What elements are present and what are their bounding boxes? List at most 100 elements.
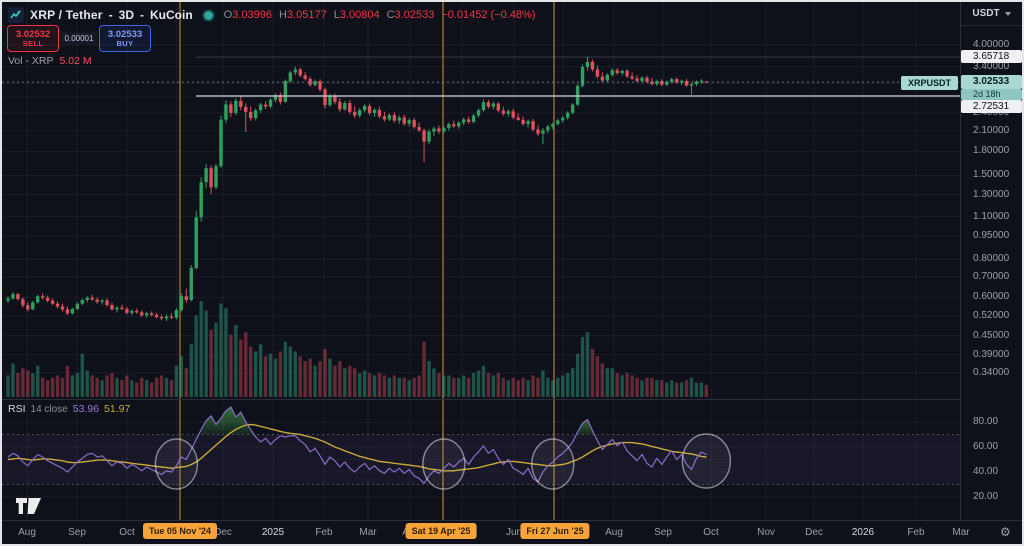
market-status-icon[interactable] bbox=[201, 8, 215, 22]
price-tick-label: 0.45000 bbox=[973, 329, 1010, 341]
event-date-marker[interactable]: Tue 05 Nov '24 bbox=[143, 523, 217, 539]
ellipse-annotation[interactable] bbox=[681, 433, 732, 489]
price-tick-label: 1.80000 bbox=[973, 145, 1010, 157]
volume-bar bbox=[521, 377, 525, 397]
volume-bar bbox=[427, 361, 431, 397]
volume-bar bbox=[565, 373, 570, 397]
rsi-tick-label: 20.00 bbox=[973, 491, 999, 502]
volume-bar bbox=[640, 380, 644, 397]
volume-bar bbox=[313, 365, 317, 397]
volume-bar bbox=[263, 356, 268, 397]
price-tick-label: 0.80000 bbox=[973, 253, 1010, 265]
time-month-label: Oct bbox=[703, 527, 719, 538]
volume-bar bbox=[471, 373, 476, 397]
time-year-label: 2025 bbox=[261, 527, 285, 538]
volume-bar bbox=[328, 358, 332, 397]
volume-bar bbox=[348, 365, 352, 397]
candle-body bbox=[60, 306, 65, 310]
volume-bar bbox=[511, 377, 515, 397]
candle-body bbox=[699, 80, 704, 82]
rsi-tick-label: 80.00 bbox=[973, 416, 999, 427]
volume-bar bbox=[125, 375, 129, 397]
gear-icon[interactable]: ⚙ bbox=[1000, 525, 1011, 539]
volume-bar bbox=[244, 332, 248, 397]
volume-bar bbox=[100, 380, 104, 397]
volume-bar bbox=[105, 375, 109, 397]
interval-label[interactable]: 3D bbox=[118, 8, 134, 22]
volume-bar bbox=[541, 370, 545, 397]
volume-bar bbox=[486, 373, 491, 397]
symbol-title[interactable]: XRP / Tether bbox=[30, 8, 103, 22]
volume-bar bbox=[660, 380, 664, 397]
separator: - bbox=[108, 8, 113, 22]
currency-label: USDT bbox=[972, 8, 1000, 19]
volume-bar bbox=[184, 368, 189, 397]
volume-bar bbox=[214, 322, 218, 397]
time-axis[interactable]: AugSepOctDec2025FebMarAprJunAugSepOctNov… bbox=[0, 521, 1024, 544]
rsi-tick-label: 60.00 bbox=[973, 441, 999, 452]
volume-bar bbox=[580, 337, 585, 397]
buy-button[interactable]: 3.02533 BUY bbox=[99, 25, 151, 52]
candle-body bbox=[21, 299, 25, 306]
candle-body bbox=[635, 78, 639, 81]
price-tick-label: 1.50000 bbox=[973, 169, 1010, 181]
volume-bar bbox=[95, 377, 99, 397]
candle-body bbox=[357, 110, 362, 116]
candle-body bbox=[392, 114, 397, 121]
tradingview-logo-icon[interactable] bbox=[16, 498, 42, 520]
candle-body bbox=[402, 117, 406, 124]
time-month-label: Aug bbox=[605, 527, 623, 538]
volume-bar bbox=[452, 377, 456, 397]
candle-body bbox=[387, 114, 392, 120]
volume-bar bbox=[461, 375, 466, 397]
rsi-tick-label: 40.00 bbox=[973, 466, 999, 477]
volume-bar bbox=[308, 358, 312, 397]
candle-body bbox=[348, 103, 352, 112]
volume-bar bbox=[372, 375, 377, 397]
current-price-label: 3.02533 bbox=[961, 75, 1022, 89]
sell-button[interactable]: 3.02532 SELL bbox=[7, 25, 59, 52]
ellipse-annotation[interactable] bbox=[422, 438, 466, 490]
currency-dropdown[interactable]: USDT bbox=[961, 2, 1022, 26]
candle-body bbox=[199, 182, 203, 218]
volume-bar bbox=[159, 375, 164, 397]
volume-bar bbox=[506, 380, 510, 397]
volume-bar bbox=[169, 380, 174, 397]
candle-body bbox=[377, 109, 382, 117]
price-tick-label: 1.30000 bbox=[973, 188, 1010, 200]
candle-body bbox=[575, 85, 580, 105]
time-month-label: Feb bbox=[315, 527, 333, 538]
volume-bar bbox=[283, 341, 288, 397]
event-date-marker[interactable]: Fri 27 Jun '25 bbox=[520, 523, 590, 539]
candle-body bbox=[333, 96, 337, 102]
volume-bar bbox=[382, 375, 387, 397]
ohlc-values: O3.03996 H3.05177 L3.00804 C3.02533 −0.0… bbox=[224, 9, 536, 21]
volume-bar bbox=[684, 380, 689, 397]
candle-body bbox=[531, 121, 535, 130]
candle-body bbox=[516, 117, 520, 120]
candle-body bbox=[110, 305, 114, 310]
exchange-label: KuCoin bbox=[150, 8, 193, 22]
candle-body bbox=[585, 61, 590, 67]
candle-body bbox=[234, 100, 238, 113]
rsi-title[interactable]: RSI bbox=[8, 403, 26, 415]
candle-body bbox=[209, 168, 213, 188]
volume-bar bbox=[333, 365, 337, 397]
candle-body bbox=[36, 296, 40, 303]
volume-label[interactable]: Vol - XRP bbox=[8, 55, 54, 67]
high-line-price-label[interactable]: 3.65718 bbox=[961, 50, 1022, 63]
ellipse-annotation[interactable] bbox=[531, 438, 575, 490]
candle-body bbox=[665, 81, 669, 85]
candle-body bbox=[125, 308, 129, 313]
ellipse-annotation[interactable] bbox=[154, 438, 199, 490]
volume-bar bbox=[397, 377, 401, 397]
volume-bar bbox=[585, 332, 590, 397]
event-date-marker[interactable]: Sat 19 Apr '25 bbox=[405, 523, 477, 539]
pane-separator[interactable] bbox=[0, 399, 1024, 400]
volume-bar bbox=[536, 377, 540, 397]
candle-body bbox=[308, 78, 312, 85]
support-line-price-label[interactable]: 2.72531 bbox=[961, 100, 1022, 113]
candle-body bbox=[452, 124, 456, 127]
candle-body bbox=[239, 100, 243, 108]
